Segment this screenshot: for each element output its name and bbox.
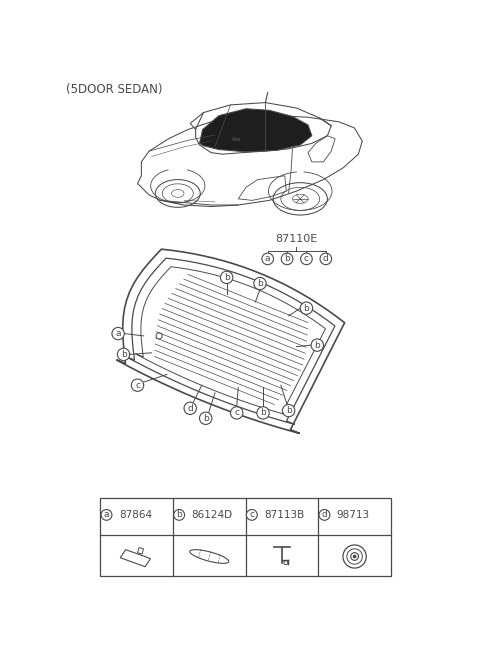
Circle shape (262, 253, 274, 264)
Text: b: b (314, 340, 320, 350)
Circle shape (281, 253, 293, 264)
Circle shape (220, 271, 233, 283)
Text: b: b (120, 350, 126, 359)
Text: b: b (284, 255, 290, 264)
Text: b: b (286, 406, 291, 415)
Text: b: b (203, 414, 209, 422)
Circle shape (174, 510, 185, 520)
Circle shape (254, 277, 266, 290)
Text: b: b (257, 279, 263, 288)
Text: 98713: 98713 (337, 510, 370, 520)
Circle shape (117, 348, 130, 361)
Circle shape (200, 412, 212, 424)
Circle shape (300, 302, 312, 314)
Text: 87864: 87864 (119, 510, 152, 520)
Text: a: a (265, 255, 270, 264)
Text: c: c (304, 255, 309, 264)
Circle shape (353, 555, 356, 558)
Polygon shape (200, 109, 312, 152)
Circle shape (300, 253, 312, 264)
Circle shape (320, 253, 332, 264)
Circle shape (282, 405, 295, 417)
Text: 87110E: 87110E (275, 234, 317, 244)
Text: kia: kia (232, 137, 241, 142)
Circle shape (184, 402, 196, 415)
Circle shape (257, 407, 269, 419)
Text: (5DOOR SEDAN): (5DOOR SEDAN) (66, 83, 163, 96)
Text: c: c (135, 380, 140, 390)
Circle shape (101, 510, 112, 520)
Text: b: b (224, 273, 229, 282)
Text: b: b (303, 304, 309, 313)
Text: c: c (249, 510, 254, 520)
Text: 86124D: 86124D (192, 510, 233, 520)
Text: 87113B: 87113B (264, 510, 304, 520)
Text: d: d (323, 255, 329, 264)
Circle shape (132, 379, 144, 392)
Text: b: b (176, 510, 182, 520)
Circle shape (246, 510, 257, 520)
Text: a: a (104, 510, 109, 520)
Text: c: c (234, 409, 239, 417)
Circle shape (230, 407, 243, 419)
Circle shape (311, 339, 324, 352)
Circle shape (112, 327, 124, 340)
Circle shape (319, 510, 330, 520)
Text: b: b (260, 409, 266, 417)
Text: d: d (322, 510, 327, 520)
Text: d: d (187, 404, 193, 413)
Text: a: a (115, 329, 121, 338)
